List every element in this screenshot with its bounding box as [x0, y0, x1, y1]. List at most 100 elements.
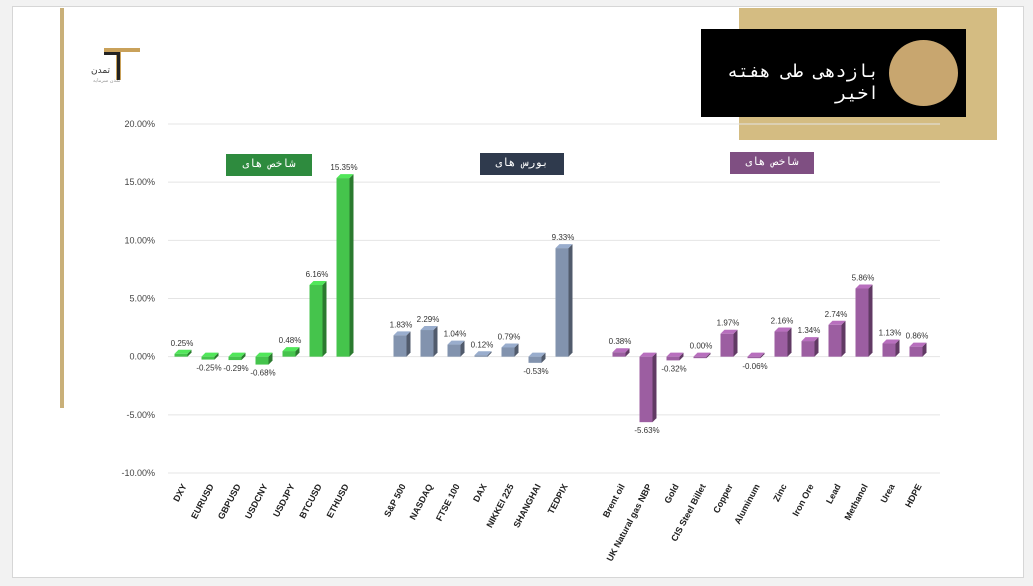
- bar-top: [693, 352, 711, 357]
- data-label: 0.00%: [690, 342, 713, 351]
- bar: [501, 347, 515, 357]
- bar-side: [895, 339, 900, 357]
- bar: [720, 333, 734, 357]
- bar: [447, 344, 461, 357]
- bar-side: [322, 281, 327, 357]
- data-label: 0.12%: [471, 340, 494, 349]
- bar-top: [639, 352, 657, 357]
- x-tick-label: USDJPY: [271, 482, 297, 518]
- logo-text: تمدن: [91, 66, 111, 76]
- x-tick-label: S&P 500: [382, 482, 408, 518]
- bar-side: [652, 352, 657, 423]
- bar-side: [541, 352, 546, 363]
- bar-top: [201, 352, 219, 357]
- bar-top: [909, 342, 927, 347]
- x-tick-label: Lead: [824, 482, 843, 505]
- bar-top: [828, 320, 846, 325]
- group-label-stock-exchanges: بورس های: [480, 153, 564, 175]
- logo-subtext: تمدن سرمایه: [93, 78, 121, 84]
- bar-side: [349, 174, 354, 357]
- x-tick-label: TEDPIX: [546, 482, 570, 515]
- bar-top: [747, 352, 765, 357]
- bar-side: [487, 351, 492, 357]
- bar: [612, 352, 626, 357]
- data-label: 6.16%: [306, 270, 329, 279]
- x-tick-label: NASDAQ: [408, 482, 435, 521]
- data-label: -0.29%: [223, 364, 248, 373]
- bar: [528, 356, 542, 363]
- bar: [828, 324, 842, 357]
- bar: [774, 331, 788, 357]
- x-tick-label: FTSE 100: [434, 482, 462, 522]
- bar: [801, 341, 815, 357]
- data-label: 1.04%: [444, 330, 467, 339]
- bar-side: [706, 352, 711, 359]
- bar-side: [295, 347, 300, 357]
- bar: [420, 330, 434, 357]
- bar-side: [625, 348, 630, 357]
- x-tick-label: DAX: [471, 482, 489, 503]
- data-label: 2.74%: [825, 310, 848, 319]
- bar: [882, 343, 896, 357]
- data-label: -0.32%: [661, 364, 686, 373]
- bar: [747, 356, 761, 359]
- data-label: -0.06%: [742, 362, 767, 371]
- x-tick-label: Brent oil: [601, 482, 627, 519]
- bar: [282, 351, 296, 357]
- bar-side: [922, 342, 927, 357]
- x-tick-label: Methanol: [842, 482, 869, 522]
- bar-top: [855, 284, 873, 289]
- bar-side: [187, 349, 192, 357]
- bar-side: [679, 352, 684, 361]
- bar-side: [460, 340, 465, 357]
- data-label: 5.86%: [852, 273, 875, 282]
- bar: [693, 356, 707, 359]
- y-tick-label: 15.00%: [124, 177, 155, 187]
- x-tick-label: Copper: [711, 482, 735, 515]
- bar: [228, 356, 242, 361]
- data-label: 0.25%: [171, 339, 194, 348]
- bar: [255, 356, 269, 365]
- x-tick-label: HDPE: [903, 482, 924, 509]
- title-circle-decoration: [889, 40, 958, 106]
- bar-top: [882, 339, 900, 344]
- bar: [201, 356, 215, 360]
- x-tick-label: BTCUSD: [297, 482, 324, 520]
- y-tick-label: -10.00%: [121, 468, 155, 478]
- data-label: 1.13%: [879, 329, 902, 338]
- data-label: 9.33%: [552, 233, 575, 242]
- bar-side: [241, 352, 246, 361]
- bar: [174, 353, 188, 357]
- group-label-stock-exchanges-text: بورس های: [495, 156, 549, 169]
- y-tick-label: -5.00%: [126, 410, 155, 420]
- bar-top: [555, 244, 573, 249]
- x-tick-label: GBPUSD: [216, 482, 243, 521]
- bar-side: [814, 337, 819, 357]
- bar-top: [801, 337, 819, 342]
- x-tick-label: DXY: [171, 482, 189, 503]
- data-label: 1.97%: [717, 319, 740, 328]
- bar-side: [841, 320, 846, 357]
- bar: [639, 356, 653, 423]
- data-label: -0.53%: [523, 367, 548, 376]
- bar: [474, 355, 488, 357]
- bar-top: [447, 340, 465, 345]
- bar-top: [474, 351, 492, 356]
- y-tick-label: 20.00%: [124, 119, 155, 129]
- bar: [555, 248, 569, 357]
- y-tick-label: 5.00%: [129, 294, 155, 304]
- bar-top: [228, 352, 246, 357]
- bar-top: [501, 343, 519, 348]
- x-tick-label: ETHUSD: [325, 482, 351, 520]
- bar-top: [666, 352, 684, 357]
- bar-side: [733, 329, 738, 357]
- group-label-commodities: شاخص های: [730, 152, 814, 174]
- data-label: 2.16%: [771, 317, 794, 326]
- bar-top: [174, 349, 192, 354]
- data-label: 0.79%: [498, 332, 521, 341]
- data-label: 0.86%: [906, 332, 929, 341]
- bar: [336, 178, 350, 357]
- bar: [393, 335, 407, 357]
- bar-side: [787, 327, 792, 357]
